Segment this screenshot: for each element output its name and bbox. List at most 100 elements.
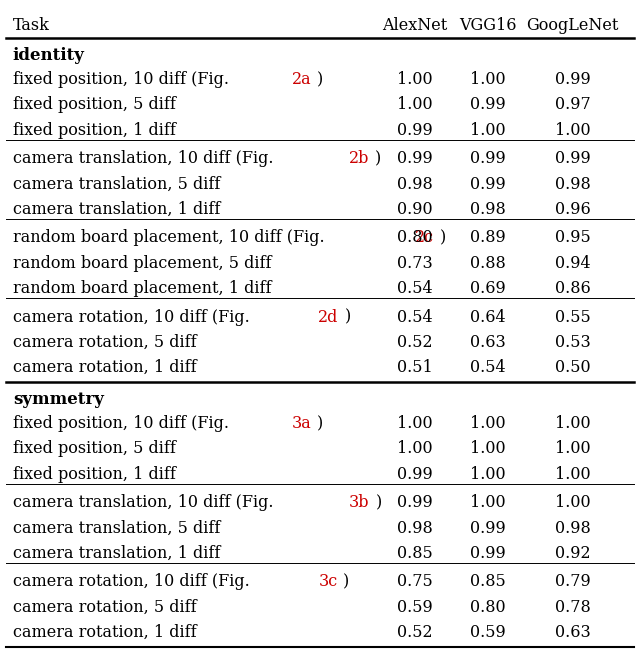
Text: identity: identity <box>13 47 84 64</box>
Text: 0.80: 0.80 <box>470 599 506 616</box>
Text: 0.94: 0.94 <box>555 255 591 272</box>
Text: 1.00: 1.00 <box>555 466 591 483</box>
Text: ): ) <box>440 229 446 246</box>
Text: camera rotation, 1 diff: camera rotation, 1 diff <box>13 624 196 641</box>
Text: ): ) <box>317 71 323 88</box>
Text: fixed position, 5 diff: fixed position, 5 diff <box>13 440 175 457</box>
Text: 3a: 3a <box>291 415 311 432</box>
Text: camera rotation, 10 diff (Fig.: camera rotation, 10 diff (Fig. <box>13 574 250 591</box>
Text: 0.53: 0.53 <box>555 334 591 351</box>
Text: 2b: 2b <box>349 150 369 168</box>
Text: 1.00: 1.00 <box>470 440 506 457</box>
Text: AlexNet: AlexNet <box>382 17 447 34</box>
Text: Task: Task <box>13 17 50 34</box>
Text: 0.54: 0.54 <box>470 359 506 376</box>
Text: 0.92: 0.92 <box>555 545 591 562</box>
Text: 0.52: 0.52 <box>397 334 433 351</box>
Text: GoogLeNet: GoogLeNet <box>527 17 619 34</box>
Text: 0.99: 0.99 <box>470 545 506 562</box>
Text: ): ) <box>344 309 351 326</box>
Text: 0.99: 0.99 <box>397 150 433 168</box>
Text: 1.00: 1.00 <box>397 97 433 114</box>
Text: 0.96: 0.96 <box>555 201 591 218</box>
Text: fixed position, 10 diff (Fig.: fixed position, 10 diff (Fig. <box>13 71 229 88</box>
Text: 0.75: 0.75 <box>397 574 433 591</box>
Text: camera translation, 10 diff (Fig.: camera translation, 10 diff (Fig. <box>13 150 273 168</box>
Text: 1.00: 1.00 <box>555 415 591 432</box>
Text: 0.52: 0.52 <box>397 624 433 641</box>
Text: 0.50: 0.50 <box>555 359 591 376</box>
Text: 0.98: 0.98 <box>470 201 506 218</box>
Text: camera rotation, 1 diff: camera rotation, 1 diff <box>13 359 196 376</box>
Text: 0.98: 0.98 <box>555 175 591 193</box>
Text: 0.99: 0.99 <box>397 466 433 483</box>
Text: 0.95: 0.95 <box>555 229 591 246</box>
Text: ): ) <box>375 150 381 168</box>
Text: 0.59: 0.59 <box>470 624 506 641</box>
Text: camera rotation, 5 diff: camera rotation, 5 diff <box>13 334 196 351</box>
Text: 0.88: 0.88 <box>470 255 506 272</box>
Text: 0.99: 0.99 <box>470 97 506 114</box>
Text: 0.90: 0.90 <box>397 201 433 218</box>
Text: 1.00: 1.00 <box>397 440 433 457</box>
Text: 1.00: 1.00 <box>555 122 591 139</box>
Text: fixed position, 5 diff: fixed position, 5 diff <box>13 97 175 114</box>
Text: 0.85: 0.85 <box>397 545 433 562</box>
Text: random board placement, 5 diff: random board placement, 5 diff <box>13 255 271 272</box>
Text: fixed position, 1 diff: fixed position, 1 diff <box>13 466 175 483</box>
Text: 0.98: 0.98 <box>397 520 433 537</box>
Text: 0.63: 0.63 <box>555 624 591 641</box>
Text: 0.99: 0.99 <box>555 150 591 168</box>
Text: camera translation, 10 diff (Fig.: camera translation, 10 diff (Fig. <box>13 494 273 511</box>
Text: random board placement, 10 diff (Fig.: random board placement, 10 diff (Fig. <box>13 229 324 246</box>
Text: 0.99: 0.99 <box>397 494 433 511</box>
Text: 0.63: 0.63 <box>470 334 506 351</box>
Text: ): ) <box>376 494 381 511</box>
Text: 0.89: 0.89 <box>470 229 506 246</box>
Text: ): ) <box>343 574 349 591</box>
Text: 0.99: 0.99 <box>555 71 591 88</box>
Text: camera translation, 5 diff: camera translation, 5 diff <box>13 520 220 537</box>
Text: 0.69: 0.69 <box>470 280 506 297</box>
Text: camera translation, 1 diff: camera translation, 1 diff <box>13 545 220 562</box>
Text: 0.78: 0.78 <box>555 599 591 616</box>
Text: 0.98: 0.98 <box>555 520 591 537</box>
Text: 0.64: 0.64 <box>470 309 506 326</box>
Text: camera rotation, 10 diff (Fig.: camera rotation, 10 diff (Fig. <box>13 309 250 326</box>
Text: fixed position, 1 diff: fixed position, 1 diff <box>13 122 175 139</box>
Text: 1.00: 1.00 <box>397 415 433 432</box>
Text: camera translation, 1 diff: camera translation, 1 diff <box>13 201 220 218</box>
Text: VGG16: VGG16 <box>459 17 516 34</box>
Text: 2d: 2d <box>318 309 339 326</box>
Text: 0.99: 0.99 <box>397 122 433 139</box>
Text: 0.86: 0.86 <box>555 280 591 297</box>
Text: 1.00: 1.00 <box>555 440 591 457</box>
Text: 0.80: 0.80 <box>397 229 433 246</box>
Text: 1.00: 1.00 <box>397 71 433 88</box>
Text: 0.85: 0.85 <box>470 574 506 591</box>
Text: camera translation, 5 diff: camera translation, 5 diff <box>13 175 220 193</box>
Text: 0.73: 0.73 <box>397 255 433 272</box>
Text: 1.00: 1.00 <box>470 415 506 432</box>
Text: 0.54: 0.54 <box>397 280 433 297</box>
Text: fixed position, 10 diff (Fig.: fixed position, 10 diff (Fig. <box>13 415 229 432</box>
Text: 0.59: 0.59 <box>397 599 433 616</box>
Text: 0.99: 0.99 <box>470 150 506 168</box>
Text: 0.79: 0.79 <box>555 574 591 591</box>
Text: 3c: 3c <box>318 574 337 591</box>
Text: 1.00: 1.00 <box>555 494 591 511</box>
Text: 2a: 2a <box>291 71 311 88</box>
Text: 1.00: 1.00 <box>470 494 506 511</box>
Text: symmetry: symmetry <box>13 391 104 408</box>
Text: 1.00: 1.00 <box>470 122 506 139</box>
Text: 1.00: 1.00 <box>470 466 506 483</box>
Text: 2c: 2c <box>415 229 434 246</box>
Text: 0.98: 0.98 <box>397 175 433 193</box>
Text: camera rotation, 5 diff: camera rotation, 5 diff <box>13 599 196 616</box>
Text: 0.55: 0.55 <box>555 309 591 326</box>
Text: 0.97: 0.97 <box>555 97 591 114</box>
Text: 0.51: 0.51 <box>397 359 433 376</box>
Text: 0.54: 0.54 <box>397 309 433 326</box>
Text: 1.00: 1.00 <box>470 71 506 88</box>
Text: 3b: 3b <box>349 494 369 511</box>
